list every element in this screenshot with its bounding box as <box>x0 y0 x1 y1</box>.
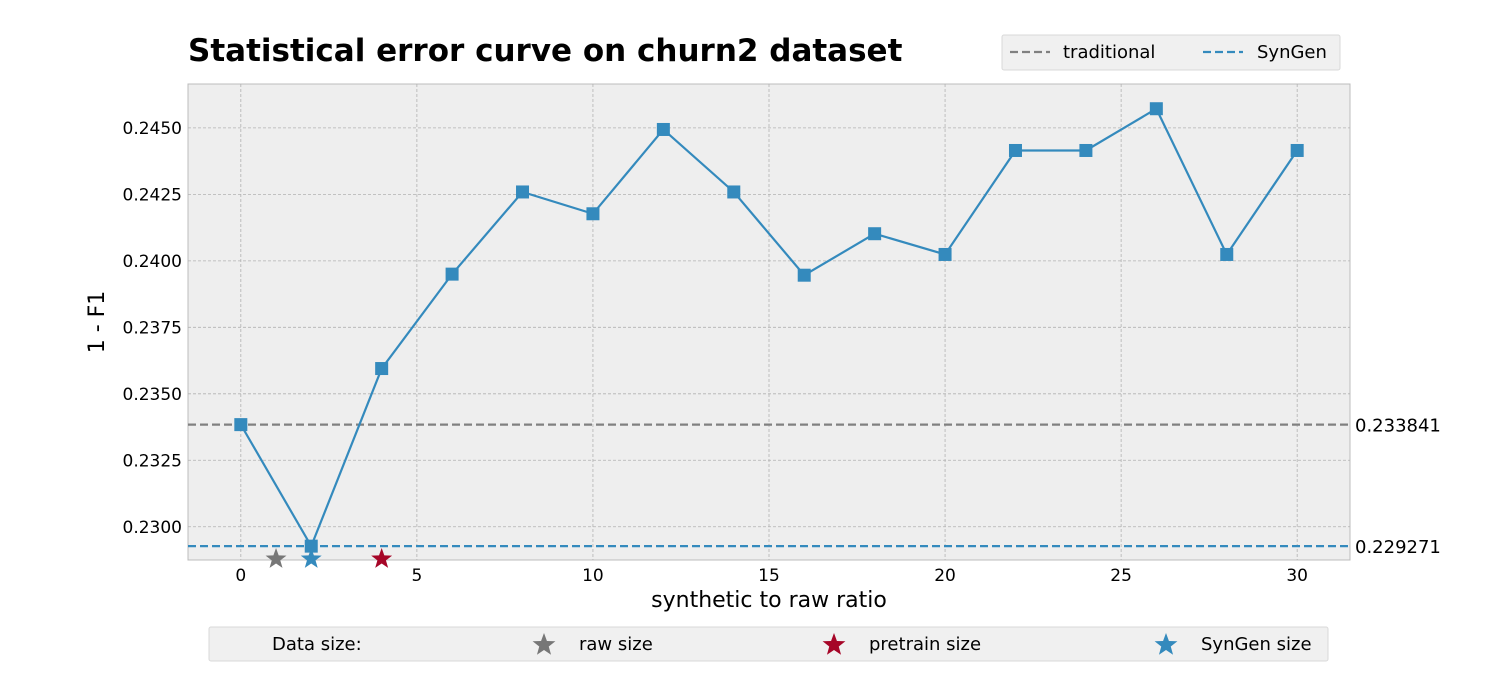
data-point <box>1220 247 1234 261</box>
data-point <box>656 122 670 136</box>
data-point <box>1008 143 1022 157</box>
data-point <box>938 247 952 261</box>
size-markers <box>265 548 393 568</box>
x-tick-label: 5 <box>411 566 422 586</box>
y-tick-label: 0.2425 <box>123 185 182 205</box>
y-tick-label: 0.2300 <box>123 518 182 538</box>
legend-top-box <box>1001 34 1341 71</box>
legend-top: traditional SynGen <box>1001 34 1341 71</box>
y-ticks: 0.2300 0.2325 0.2350 0.2375 0.2400 0.2425 0.24… <box>123 119 182 538</box>
reference-value-label: 0.233841 <box>1355 416 1441 437</box>
data-point <box>304 539 318 553</box>
reference-value-label: 0.229271 <box>1355 537 1441 558</box>
y-tick-label: 0.2325 <box>123 451 182 471</box>
series-line <box>239 107 1299 549</box>
data-point <box>1079 143 1093 157</box>
x-tick-label: 0 <box>235 566 246 586</box>
legend-bottom: Data size: raw size pretrain size SynGen… <box>208 626 1329 662</box>
legend-pretrain-size-label: pretrain size <box>869 634 981 655</box>
data-point <box>516 185 530 199</box>
legend-traditional-label: traditional <box>1063 42 1155 63</box>
x-tick-label: 10 <box>582 566 604 586</box>
y-tick-label: 0.2400 <box>123 252 182 272</box>
legend-raw-size-label: raw size <box>579 634 653 655</box>
legend-syngen-label: SynGen <box>1257 42 1327 63</box>
data-point <box>1149 102 1163 116</box>
size-star-marker <box>300 548 322 568</box>
series-layer <box>234 102 1304 553</box>
x-ticks: 0 5 10 15 20 25 30 <box>235 566 1308 586</box>
x-tick-label: 15 <box>758 566 780 586</box>
legend-syngen-size-star-icon <box>1154 633 1178 655</box>
data-point <box>586 207 600 221</box>
chart-title: Statistical error curve on churn2 datase… <box>188 33 903 69</box>
legend-bottom-box <box>208 626 1329 662</box>
y-tick-label: 0.2350 <box>123 385 182 405</box>
legend-raw-size-star-icon <box>532 633 556 655</box>
y-tick-label: 0.2375 <box>123 318 182 338</box>
data-point <box>445 267 459 281</box>
reference-lines: 0.233841 0.229271 <box>188 416 1441 558</box>
y-axis-label: 1 - F1 <box>85 291 110 354</box>
size-star-marker <box>265 548 287 568</box>
data-point <box>797 268 811 282</box>
x-tick-label: 25 <box>1110 566 1132 586</box>
legend-data-size-heading: Data size: <box>272 634 362 655</box>
data-point <box>375 362 389 376</box>
data-point <box>727 185 741 199</box>
data-point <box>1290 143 1304 157</box>
x-tick-label: 30 <box>1286 566 1308 586</box>
y-tick-label: 0.2450 <box>123 119 182 139</box>
x-tick-label: 20 <box>934 566 956 586</box>
size-star-marker <box>371 548 393 568</box>
x-axis-label: synthetic to raw ratio <box>651 588 887 613</box>
legend-pretrain-size-star-icon <box>822 633 846 655</box>
data-point <box>868 227 882 241</box>
data-point <box>234 418 248 432</box>
legend-syngen-size-label: SynGen size <box>1201 634 1312 655</box>
